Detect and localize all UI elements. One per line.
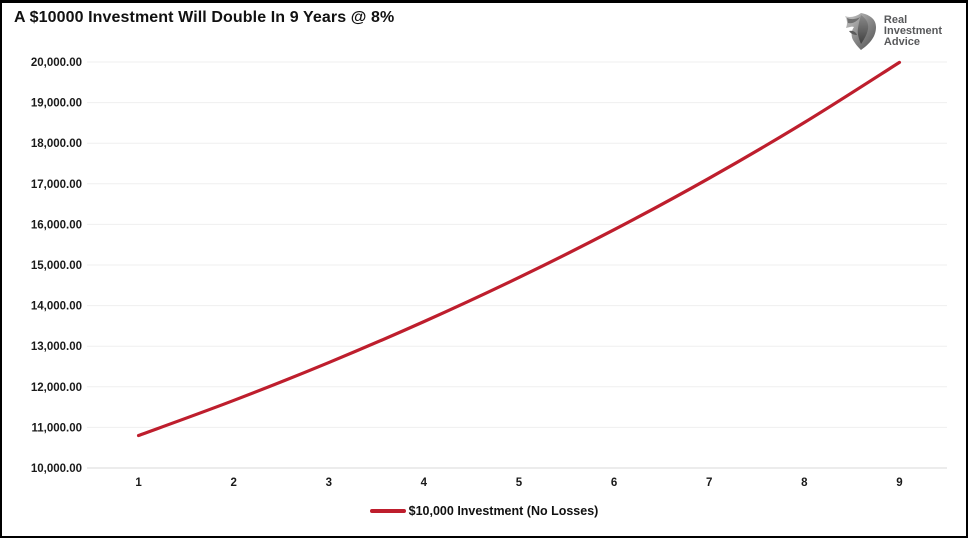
line-chart: 10,000.00 11,000.00 12,000.00 13,000.00 14,0… <box>31 57 947 489</box>
logo-line-2: Investment <box>883 24 942 37</box>
x-tick-label: 7 <box>706 477 712 489</box>
legend-series-label: $10,000 Investment (No Losses) <box>408 504 599 518</box>
y-tick-label: 11,000.00 <box>31 422 82 434</box>
y-tick-label: 19,000.00 <box>31 98 82 110</box>
logo-line-3: Advice <box>883 35 920 48</box>
logo-line-1: Real <box>883 13 908 26</box>
eagle-shield-icon <box>844 13 876 50</box>
y-tick-label: 18,000.00 <box>31 138 82 150</box>
x-tick-label: 5 <box>516 477 523 489</box>
logo-text: Real Investment Advice <box>883 13 942 48</box>
chart-title: A $10000 Investment Will Double In 9 Yea… <box>14 9 395 26</box>
y-tick-label: 14,000.00 <box>31 301 82 313</box>
x-tick-label: 1 <box>135 477 142 489</box>
series-line <box>136 60 902 438</box>
real-investment-advice-logo: Real Investment Advice <box>843 11 942 51</box>
y-tick-label: 15,000.00 <box>31 260 82 272</box>
x-tick-label: 3 <box>326 477 332 489</box>
x-tick-label: 2 <box>230 477 236 489</box>
x-tick-label: 9 <box>896 477 902 489</box>
y-tick-label: 17,000.00 <box>31 179 82 191</box>
x-tick-label: 8 <box>801 477 808 489</box>
y-tick-label: 13,000.00 <box>31 341 82 353</box>
chart-legend: $10,000 Investment (No Losses) <box>2 504 966 518</box>
y-tick-label: 16,000.00 <box>31 219 82 231</box>
legend-line-swatch <box>369 509 406 513</box>
y-tick-label: 12,000.00 <box>31 382 82 394</box>
x-tick-label: 6 <box>611 477 617 489</box>
y-tick-label: 20,000.00 <box>31 57 82 69</box>
y-tick-label: 10,000.00 <box>31 463 82 475</box>
x-tick-label: 4 <box>421 477 428 489</box>
